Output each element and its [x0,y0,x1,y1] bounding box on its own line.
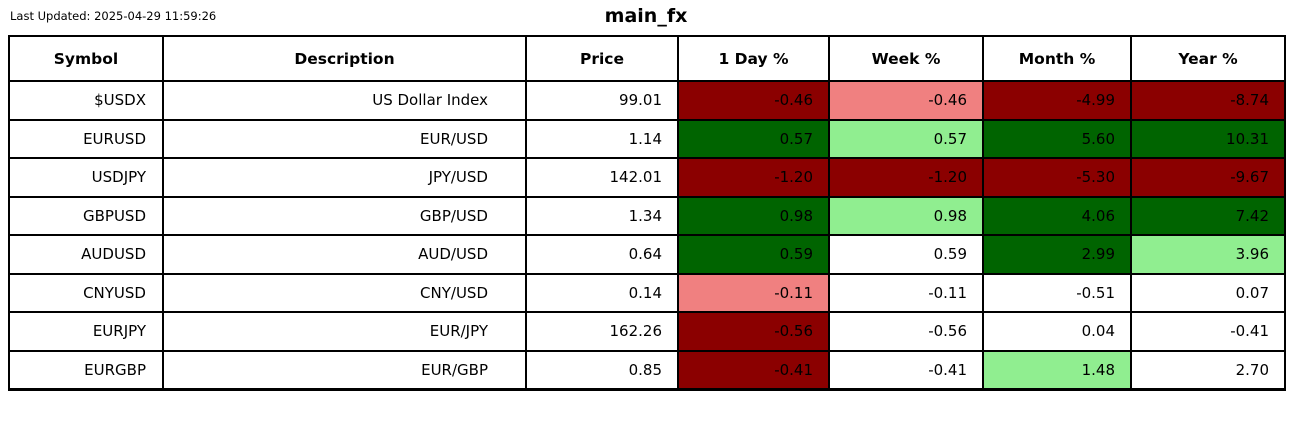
description-cell: EUR/GBP [162,349,527,390]
fx-quotes-table: Symbol Description Price 1 Day % Week % … [8,35,1286,391]
day-change-cell: 0.57 [677,118,830,159]
day-change-cell: -1.20 [677,157,830,198]
symbol-cell: EURGBP [8,349,164,390]
table-row: AUDUSD AUD/USD 0.64 0.59 0.59 2.99 3.96 [8,234,1286,275]
year-change-cell: 0.07 [1130,272,1286,313]
week-change-cell: -1.20 [828,157,984,198]
week-change-cell: 0.57 [828,118,984,159]
description-cell: EUR/USD [162,118,527,159]
day-change-cell: -0.56 [677,311,830,352]
week-change-cell: -0.46 [828,80,984,121]
year-change-cell: -8.74 [1130,80,1286,121]
price-cell: 0.64 [525,234,679,275]
year-change-cell: -0.41 [1130,311,1286,352]
table-row: EURJPY EUR/JPY 162.26 -0.56 -0.56 0.04 -… [8,311,1286,352]
year-change-cell: 3.96 [1130,234,1286,275]
table-header-row: Symbol Description Price 1 Day % Week % … [8,35,1286,82]
price-cell: 162.26 [525,311,679,352]
column-header-year: Year % [1130,35,1286,82]
month-change-cell: 0.04 [982,311,1132,352]
price-cell: 0.85 [525,349,679,390]
month-change-cell: 5.60 [982,118,1132,159]
price-cell: 1.34 [525,195,679,236]
column-header-description: Description [162,35,527,82]
table-row: CNYUSD CNY/USD 0.14 -0.11 -0.11 -0.51 0.… [8,272,1286,313]
symbol-cell: USDJPY [8,157,164,198]
last-updated-timestamp: Last Updated: 2025-04-29 11:59:26 [10,9,217,23]
symbol-cell: AUDUSD [8,234,164,275]
price-cell: 99.01 [525,80,679,121]
symbol-cell: EURUSD [8,118,164,159]
month-change-cell: -0.51 [982,272,1132,313]
week-change-cell: -0.41 [828,349,984,390]
price-cell: 1.14 [525,118,679,159]
description-cell: CNY/USD [162,272,527,313]
day-change-cell: 0.98 [677,195,830,236]
symbol-cell: EURJPY [8,311,164,352]
description-cell: GBP/USD [162,195,527,236]
symbol-cell: CNYUSD [8,272,164,313]
symbol-cell: GBPUSD [8,195,164,236]
week-change-cell: -0.56 [828,311,984,352]
page-title: main_fx [604,5,688,27]
description-cell: EUR/JPY [162,311,527,352]
month-change-cell: -5.30 [982,157,1132,198]
table-row: GBPUSD GBP/USD 1.34 0.98 0.98 4.06 7.42 [8,195,1286,236]
price-cell: 0.14 [525,272,679,313]
table-row: EURUSD EUR/USD 1.14 0.57 0.57 5.60 10.31 [8,118,1286,159]
month-change-cell: 4.06 [982,195,1132,236]
year-change-cell: 10.31 [1130,118,1286,159]
day-change-cell: -0.41 [677,349,830,390]
table-row: USDJPY JPY/USD 142.01 -1.20 -1.20 -5.30 … [8,157,1286,198]
month-change-cell: 1.48 [982,349,1132,390]
week-change-cell: 0.59 [828,234,984,275]
table-row: EURGBP EUR/GBP 0.85 -0.41 -0.41 1.48 2.7… [8,349,1286,390]
month-change-cell: 2.99 [982,234,1132,275]
year-change-cell: 2.70 [1130,349,1286,390]
description-cell: AUD/USD [162,234,527,275]
week-change-cell: 0.98 [828,195,984,236]
month-change-cell: -4.99 [982,80,1132,121]
year-change-cell: -9.67 [1130,157,1286,198]
description-cell: JPY/USD [162,157,527,198]
column-header-1day: 1 Day % [677,35,830,82]
description-cell: US Dollar Index [162,80,527,121]
day-change-cell: 0.59 [677,234,830,275]
day-change-cell: -0.11 [677,272,830,313]
symbol-cell: $USDX [8,80,164,121]
year-change-cell: 7.42 [1130,195,1286,236]
day-change-cell: -0.46 [677,80,830,121]
column-header-week: Week % [828,35,984,82]
column-header-month: Month % [982,35,1132,82]
price-cell: 142.01 [525,157,679,198]
table-row: $USDX US Dollar Index 99.01 -0.46 -0.46 … [8,80,1286,121]
week-change-cell: -0.11 [828,272,984,313]
column-header-symbol: Symbol [8,35,164,82]
column-header-price: Price [525,35,679,82]
